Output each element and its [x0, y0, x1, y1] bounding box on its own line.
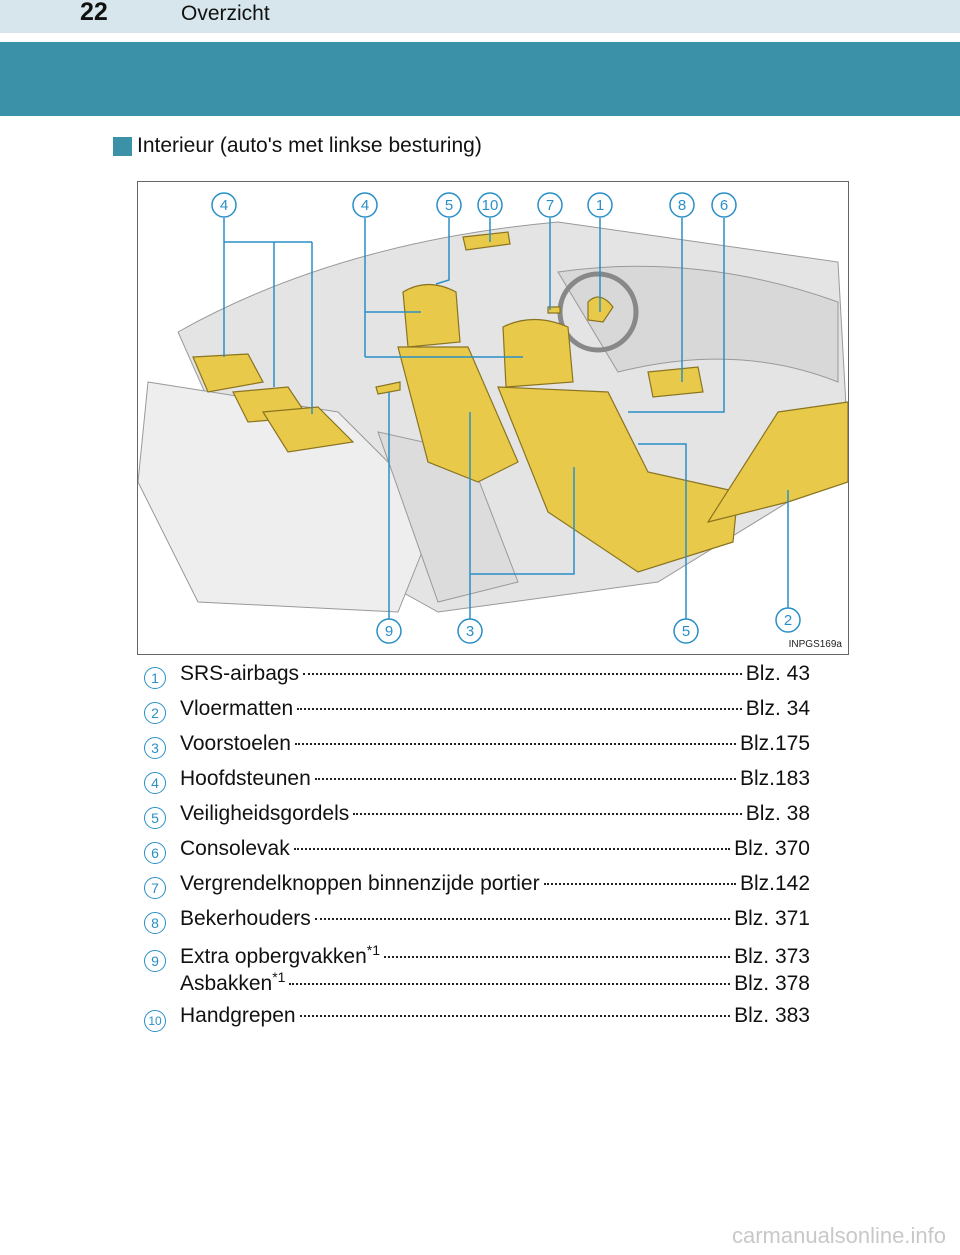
list-item: 9 Extra opbergvakken*1 Blz. 373 [144, 942, 810, 972]
callout-1: 1 [587, 192, 613, 218]
car-interior-drawing: 4 4 5 10 7 1 8 6 9 3 5 2 [138, 192, 848, 644]
svg-text:4: 4 [220, 197, 228, 214]
figure-code: INPGS169a [788, 639, 842, 650]
item-list: 1 SRS-airbags Blz. 43 2 Vloermatten Blz. 34 … [144, 662, 810, 1039]
svg-text:9: 9 [385, 623, 393, 640]
svg-text:5: 5 [682, 623, 690, 640]
page-reference[interactable]: Blz. 43 [745, 662, 810, 685]
section-heading: Interieur (auto's met linkse besturing) [113, 134, 482, 158]
callout-3: 3 [457, 618, 483, 644]
page-reference[interactable]: Blz.183 [739, 767, 810, 790]
page-reference[interactable]: Blz. 371 [734, 907, 810, 930]
svg-text:4: 4 [361, 197, 369, 214]
callout-4b: 4 [352, 192, 378, 218]
section-title: Overzicht [181, 2, 270, 25]
page-reference[interactable]: Blz. 370 [734, 837, 810, 860]
callout-6: 6 [711, 192, 737, 218]
list-item: 10 Handgrepen Blz. 383 [144, 1004, 810, 1039]
callout-5-top: 5 [436, 192, 462, 218]
list-item: 5 Veiligheidsgordels Blz. 38 [144, 802, 810, 837]
svg-text:6: 6 [720, 197, 728, 214]
callout-number: 6 [144, 842, 166, 864]
callout-7: 7 [537, 192, 563, 218]
list-item: 4 Hoofdsteunen Blz.183 [144, 767, 810, 802]
callout-number: 4 [144, 772, 166, 794]
svg-text:10: 10 [482, 197, 499, 214]
callout-8: 8 [669, 192, 695, 218]
list-item: 8 Bekerhouders Blz. 371 [144, 907, 810, 942]
callout-4a: 4 [211, 192, 237, 218]
callout-number: 2 [144, 702, 166, 724]
page-reference[interactable]: Blz. 373 [734, 945, 810, 968]
page-header: 22 Overzicht [0, 0, 960, 33]
page-reference[interactable]: Blz.142 [739, 872, 810, 895]
header-band [0, 42, 960, 116]
svg-text:8: 8 [678, 197, 686, 214]
svg-text:5: 5 [445, 197, 453, 214]
list-item: 2 Vloermatten Blz. 34 [144, 697, 810, 732]
callout-number: 5 [144, 807, 166, 829]
page-reference[interactable]: Blz. 34 [745, 697, 810, 720]
page-reference[interactable]: Blz. 383 [734, 1004, 810, 1027]
callout-5-bottom: 5 [673, 618, 699, 644]
callout-number: 7 [144, 877, 166, 899]
list-item: 3 Voorstoelen Blz.175 [144, 732, 810, 767]
list-item: 6 Consolevak Blz. 370 [144, 837, 810, 872]
page-number: 22 [80, 0, 108, 26]
callout-number: 10 [144, 1010, 166, 1032]
list-item: Asbakken*1 Blz. 378 [180, 969, 810, 995]
page-reference[interactable]: Blz. 38 [745, 802, 810, 825]
callout-2: 2 [775, 607, 801, 633]
heading-marker-icon [113, 136, 132, 156]
callout-number: 3 [144, 737, 166, 759]
callout-number: 1 [144, 667, 166, 689]
page-reference[interactable]: Blz.175 [739, 732, 810, 755]
svg-text:7: 7 [546, 197, 554, 214]
callout-number: 8 [144, 912, 166, 934]
svg-text:1: 1 [596, 197, 604, 214]
svg-text:2: 2 [784, 612, 792, 629]
watermark: carmanualsonline.info [731, 1223, 946, 1248]
page-reference[interactable]: Blz. 378 [734, 972, 810, 995]
callout-number: 9 [144, 950, 166, 972]
svg-text:3: 3 [466, 623, 474, 640]
callout-9: 9 [376, 618, 402, 644]
interior-illustration: 4 4 5 10 7 1 8 6 9 3 5 2 INPGS169a [137, 181, 849, 655]
list-item: 1 SRS-airbags Blz. 43 [144, 662, 810, 697]
callout-10: 10 [477, 192, 503, 218]
list-item: 7 Vergrendelknoppen binnenzijde portier Bl… [144, 872, 810, 907]
